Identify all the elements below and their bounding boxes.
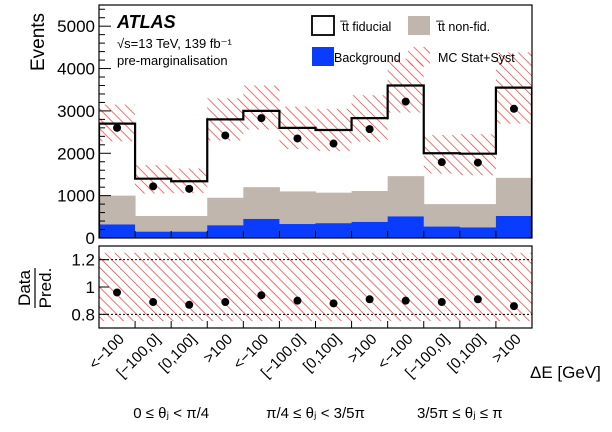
ratio-reference-lines [99,259,532,315]
experiment-label: ATLAS [116,12,176,32]
data-point [113,123,122,132]
ratio-point [113,288,122,297]
ratio-point [473,295,482,304]
bar-background [99,224,136,238]
bin-group-labels: 0 ≤ θⱼ < π/4 π/4 ≤ θⱼ < 3/5π 3/5π ≤ θⱼ ≤ π [133,405,502,422]
data-point [437,158,446,167]
legend: t̅t fiducial t̅t non-fid. Background MC … [311,15,515,66]
y-tick-label: 2000 [57,144,95,163]
x-axis-label: ΔE [GeV] [530,363,601,382]
bar-nonfid [459,204,497,228]
bar-nonfid [387,176,425,217]
legend-label-band: MC Stat+Syst [438,51,515,65]
bar-background [459,227,497,238]
ratio-label-bottom: Pred. [36,268,55,309]
bar-nonfid [243,187,280,219]
data-point [473,158,482,167]
ratio-y-ticks: 0.8 1 1.2 [71,251,497,328]
legend-label-nonfid: t̅t non-fid. [436,20,491,34]
ratio-point [329,299,338,308]
data-point [509,104,518,113]
bar-nonfid [423,204,461,227]
fiducial-step-line [99,84,532,238]
annotation-note: pre-marginalisation [117,53,228,68]
bar-background [171,231,208,238]
ratio-y-tick-label: 0.8 [71,305,95,324]
x-tick-label: [0,100] [156,331,200,375]
bar-nonfid [495,177,532,216]
data-point [185,184,194,193]
x-tick-label: >100 [489,331,525,367]
y-tick-label: 4000 [57,60,95,79]
bar-background [495,215,532,238]
main-y-axis-label: Events [28,13,49,71]
data-point [293,134,302,143]
legend-swatch-fiducial [311,15,335,36]
ratio-point [401,296,410,305]
bar-nonfid [351,190,389,222]
bar-background [243,218,280,238]
main-y-ticks: 0 1000 2000 3000 4000 5000 [57,8,497,248]
data-point [365,125,374,134]
ratio-uncertainty-band [99,252,532,322]
y-tick-label: 3000 [57,102,95,121]
data-point [149,182,158,191]
bar-nonfid [99,195,136,225]
ratio-point [185,300,194,309]
y-tick-label: 0 [86,229,95,248]
y-tick-label: 5000 [57,17,95,36]
bar-nonfid [315,192,353,224]
ratio-point [293,296,302,305]
bar-nonfid [279,191,316,225]
ratio-y-axis-label: Data Pred. [15,268,55,309]
bar-background [279,224,316,238]
band-segment [243,85,280,130]
legend-swatch-background [312,47,334,66]
ratio-point [149,298,158,307]
x-tick-labels: <−100[−100,0][0,100] >100<−100[−100,0][0,… [86,331,525,382]
uncertainty-band [99,52,532,194]
legend-label-fiducial: t̅t fiducial [340,20,392,34]
ratio-point [509,302,518,311]
x-tick-label: [0,100] [300,331,344,375]
ratio-y-tick-label: 1.2 [71,251,95,270]
ratio-points [113,288,518,311]
ratio-point [365,295,374,304]
ratio-point [257,291,266,300]
x-tick-label: [0,100] [444,331,488,375]
data-point [221,131,230,140]
bar-background [351,221,389,238]
stacked-bars [99,176,532,238]
ratio-point [221,298,230,307]
legend-swatch-band [408,47,430,66]
main-panel: 0 1000 2000 3000 4000 5000 Events ATLAS √s=13… [28,4,533,248]
ratio-panel: 0.8 1 1.2 Data Pred. <−100[−100,0][0,100] >… [15,245,601,422]
bar-background [135,231,172,238]
bar-nonfid [171,215,208,232]
energy-label: √s=13 TeV, 139 fb⁻¹ [117,36,233,51]
group-label: π/4 ≤ θⱼ < 3/5π [266,405,365,422]
ratio-y-tick-label: 1 [86,278,95,297]
legend-label-background: Background [334,51,401,65]
ratio-label-top: Data [15,270,34,306]
legend-swatch-nonfid [408,16,430,35]
group-label: 3/5π ≤ θⱼ ≤ π [417,405,503,422]
bar-nonfid [135,215,172,232]
ratio-band-fill [99,252,532,322]
data-points [113,97,518,193]
ratio-point [437,298,446,307]
group-label: 0 ≤ θⱼ < π/4 [133,405,209,422]
fiducial-outline [99,84,532,238]
bar-background [387,216,425,238]
y-tick-label: 1000 [57,187,95,206]
data-point [401,97,410,106]
data-point [329,139,338,148]
bar-background [207,225,244,238]
bar-nonfid [207,197,244,226]
data-point [257,114,266,123]
bar-background [315,223,353,238]
bar-background [423,226,461,238]
